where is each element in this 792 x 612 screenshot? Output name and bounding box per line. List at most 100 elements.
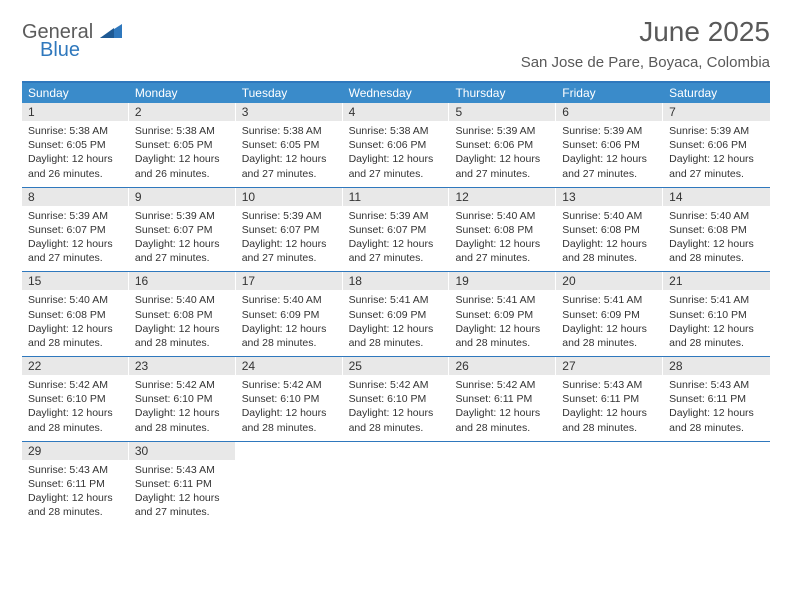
day-number: 9 xyxy=(129,188,236,206)
day-details: Sunrise: 5:40 AMSunset: 6:08 PMDaylight:… xyxy=(22,290,129,356)
calendar-day xyxy=(663,442,770,526)
day-number: 10 xyxy=(236,188,343,206)
daylight-line: Daylight: 12 hours and 27 minutes. xyxy=(455,237,550,265)
day-of-week-label: Saturday xyxy=(663,83,770,103)
sunrise-line: Sunrise: 5:43 AM xyxy=(669,378,764,392)
daylight-line: Daylight: 12 hours and 28 minutes. xyxy=(455,322,550,350)
calendar-day: 1Sunrise: 5:38 AMSunset: 6:05 PMDaylight… xyxy=(22,103,129,187)
sunrise-line: Sunrise: 5:38 AM xyxy=(135,124,230,138)
day-details: Sunrise: 5:40 AMSunset: 6:08 PMDaylight:… xyxy=(129,290,236,356)
day-number: 2 xyxy=(129,103,236,121)
calendar-day: 28Sunrise: 5:43 AMSunset: 6:11 PMDayligh… xyxy=(663,357,770,441)
calendar-day: 15Sunrise: 5:40 AMSunset: 6:08 PMDayligh… xyxy=(22,272,129,356)
day-of-week-label: Thursday xyxy=(449,83,556,103)
day-number: 6 xyxy=(556,103,663,121)
calendar-day: 19Sunrise: 5:41 AMSunset: 6:09 PMDayligh… xyxy=(449,272,556,356)
day-number: 25 xyxy=(343,357,450,375)
day-number: 30 xyxy=(129,442,236,460)
day-of-week-label: Tuesday xyxy=(236,83,343,103)
day-number: 27 xyxy=(556,357,663,375)
logo-triangle-icon xyxy=(100,22,122,42)
day-of-week-label: Sunday xyxy=(22,83,129,103)
daylight-line: Daylight: 12 hours and 28 minutes. xyxy=(669,322,764,350)
day-details: Sunrise: 5:38 AMSunset: 6:05 PMDaylight:… xyxy=(236,121,343,187)
calendar-day: 30Sunrise: 5:43 AMSunset: 6:11 PMDayligh… xyxy=(129,442,236,526)
calendar-day: 23Sunrise: 5:42 AMSunset: 6:10 PMDayligh… xyxy=(129,357,236,441)
day-details xyxy=(449,460,556,483)
day-number xyxy=(343,442,450,460)
sunrise-line: Sunrise: 5:43 AM xyxy=(135,463,230,477)
sunset-line: Sunset: 6:05 PM xyxy=(28,138,123,152)
sunset-line: Sunset: 6:08 PM xyxy=(669,223,764,237)
calendar-day xyxy=(343,442,450,526)
calendar-day: 13Sunrise: 5:40 AMSunset: 6:08 PMDayligh… xyxy=(556,188,663,272)
day-number: 23 xyxy=(129,357,236,375)
calendar-day: 17Sunrise: 5:40 AMSunset: 6:09 PMDayligh… xyxy=(236,272,343,356)
day-details: Sunrise: 5:39 AMSunset: 6:07 PMDaylight:… xyxy=(129,206,236,272)
daylight-line: Daylight: 12 hours and 27 minutes. xyxy=(349,237,444,265)
calendar-day xyxy=(236,442,343,526)
day-number: 4 xyxy=(343,103,450,121)
daylight-line: Daylight: 12 hours and 27 minutes. xyxy=(562,152,657,180)
calendar-day: 24Sunrise: 5:42 AMSunset: 6:10 PMDayligh… xyxy=(236,357,343,441)
sunrise-line: Sunrise: 5:41 AM xyxy=(562,293,657,307)
daylight-line: Daylight: 12 hours and 27 minutes. xyxy=(242,237,337,265)
daylight-line: Daylight: 12 hours and 28 minutes. xyxy=(28,491,123,519)
day-number: 7 xyxy=(663,103,770,121)
day-number: 28 xyxy=(663,357,770,375)
day-of-week-label: Monday xyxy=(129,83,236,103)
logo: General Blue xyxy=(22,16,122,60)
day-details: Sunrise: 5:40 AMSunset: 6:08 PMDaylight:… xyxy=(449,206,556,272)
calendar-day: 8Sunrise: 5:39 AMSunset: 6:07 PMDaylight… xyxy=(22,188,129,272)
sunrise-line: Sunrise: 5:39 AM xyxy=(242,209,337,223)
calendar-day: 4Sunrise: 5:38 AMSunset: 6:06 PMDaylight… xyxy=(343,103,450,187)
day-details: Sunrise: 5:42 AMSunset: 6:10 PMDaylight:… xyxy=(236,375,343,441)
daylight-line: Daylight: 12 hours and 28 minutes. xyxy=(242,322,337,350)
sunrise-line: Sunrise: 5:42 AM xyxy=(455,378,550,392)
calendar-day: 20Sunrise: 5:41 AMSunset: 6:09 PMDayligh… xyxy=(556,272,663,356)
day-details: Sunrise: 5:38 AMSunset: 6:06 PMDaylight:… xyxy=(343,121,450,187)
sunset-line: Sunset: 6:07 PM xyxy=(135,223,230,237)
sunset-line: Sunset: 6:08 PM xyxy=(135,308,230,322)
day-details xyxy=(343,460,450,483)
sunset-line: Sunset: 6:11 PM xyxy=(669,392,764,406)
daylight-line: Daylight: 12 hours and 27 minutes. xyxy=(242,152,337,180)
sunrise-line: Sunrise: 5:40 AM xyxy=(669,209,764,223)
day-details: Sunrise: 5:43 AMSunset: 6:11 PMDaylight:… xyxy=(663,375,770,441)
daylight-line: Daylight: 12 hours and 28 minutes. xyxy=(562,322,657,350)
day-number xyxy=(556,442,663,460)
sunrise-line: Sunrise: 5:39 AM xyxy=(28,209,123,223)
sunset-line: Sunset: 6:05 PM xyxy=(135,138,230,152)
calendar-day: 16Sunrise: 5:40 AMSunset: 6:08 PMDayligh… xyxy=(129,272,236,356)
day-number: 24 xyxy=(236,357,343,375)
day-details: Sunrise: 5:40 AMSunset: 6:08 PMDaylight:… xyxy=(556,206,663,272)
day-number: 8 xyxy=(22,188,129,206)
day-number: 17 xyxy=(236,272,343,290)
sunset-line: Sunset: 6:05 PM xyxy=(242,138,337,152)
daylight-line: Daylight: 12 hours and 28 minutes. xyxy=(349,322,444,350)
sunrise-line: Sunrise: 5:39 AM xyxy=(349,209,444,223)
sunset-line: Sunset: 6:08 PM xyxy=(28,308,123,322)
day-details: Sunrise: 5:41 AMSunset: 6:09 PMDaylight:… xyxy=(343,290,450,356)
daylight-line: Daylight: 12 hours and 28 minutes. xyxy=(28,406,123,434)
sunrise-line: Sunrise: 5:40 AM xyxy=(242,293,337,307)
sunrise-line: Sunrise: 5:43 AM xyxy=(28,463,123,477)
location-text: San Jose de Pare, Boyaca, Colombia xyxy=(521,54,770,71)
day-number: 21 xyxy=(663,272,770,290)
calendar-day: 21Sunrise: 5:41 AMSunset: 6:10 PMDayligh… xyxy=(663,272,770,356)
day-number: 15 xyxy=(22,272,129,290)
sunrise-line: Sunrise: 5:39 AM xyxy=(135,209,230,223)
sunrise-line: Sunrise: 5:39 AM xyxy=(669,124,764,138)
day-of-week-label: Wednesday xyxy=(343,83,450,103)
sunrise-line: Sunrise: 5:38 AM xyxy=(242,124,337,138)
day-details: Sunrise: 5:42 AMSunset: 6:10 PMDaylight:… xyxy=(129,375,236,441)
daylight-line: Daylight: 12 hours and 26 minutes. xyxy=(28,152,123,180)
day-details: Sunrise: 5:38 AMSunset: 6:05 PMDaylight:… xyxy=(22,121,129,187)
day-details: Sunrise: 5:40 AMSunset: 6:09 PMDaylight:… xyxy=(236,290,343,356)
calendar-week: 22Sunrise: 5:42 AMSunset: 6:10 PMDayligh… xyxy=(22,357,770,442)
day-number: 14 xyxy=(663,188,770,206)
day-details: Sunrise: 5:39 AMSunset: 6:06 PMDaylight:… xyxy=(663,121,770,187)
day-details xyxy=(236,460,343,483)
day-details xyxy=(663,460,770,483)
page-header: General Blue June 2025 San Jose de Pare,… xyxy=(22,16,770,71)
